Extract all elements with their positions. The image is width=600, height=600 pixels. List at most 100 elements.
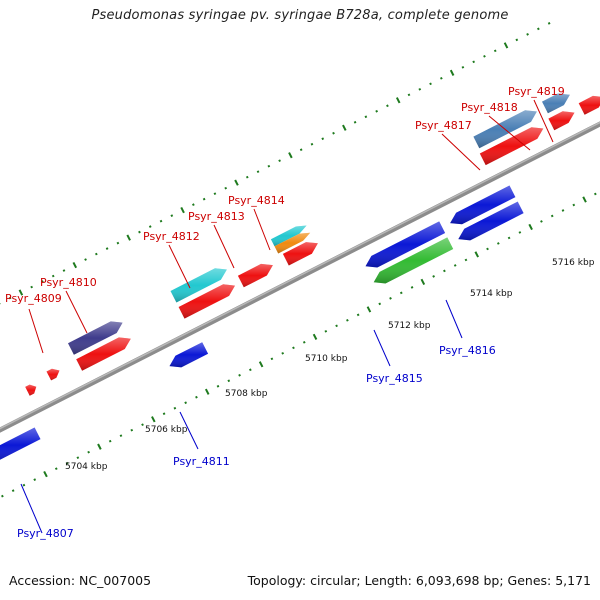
ruler-minor-tick (410, 286, 414, 289)
ruler-minor-tick (302, 340, 306, 344)
callout-line-psyr-4811 (179, 411, 199, 450)
kbp-label: 5710 kbp (305, 354, 348, 364)
gene-label-psyr-4811[interactable]: Psyr_4811 (173, 455, 230, 468)
ruler-minor-tick (202, 197, 206, 201)
gene-arrow-psyr-4816-upper-shading (450, 185, 516, 225)
callout-line-psyr-4810 (65, 290, 88, 334)
ruler-minor-tick (65, 461, 69, 465)
ruler-minor-tick (453, 264, 457, 267)
ruler-major-tick (366, 306, 372, 313)
ruler-minor-tick (105, 247, 109, 250)
topology-summary: Topology: circular; Length: 6,093,698 bp… (247, 573, 591, 588)
ruler-ticks (0, 22, 597, 498)
kbp-label: 5708 kbp (225, 389, 268, 399)
gene-label-psyr-4818[interactable]: Psyr_4818 (461, 101, 518, 114)
ruler-minor-tick (386, 104, 389, 108)
gene-callouts: Psyr_4807 Psyr_4809 Psyr_4810 Psyr_4811 Psyr… (5, 85, 565, 540)
ruler-minor-tick (192, 203, 195, 206)
ruler-minor-tick (162, 412, 166, 416)
cds-arrow-psyr-4819-shading (578, 95, 600, 115)
ruler-minor-tick (216, 384, 220, 388)
gene-label-psyr-4817[interactable]: Psyr_4817 (415, 119, 472, 132)
ruler-minor-tick (399, 291, 403, 295)
gene-label-psyr-4814[interactable]: Psyr_4814 (228, 194, 285, 207)
ruler-minor-tick (321, 137, 325, 141)
ruler-minor-tick (464, 258, 468, 262)
gene-label-psyr-4819[interactable]: Psyr_4819 (508, 85, 565, 98)
ruler-minor-tick (518, 231, 522, 234)
gene-label-psyr-4815[interactable]: Psyr_4815 (366, 372, 423, 385)
gene-arrow-psyr-4815-shading (373, 237, 454, 284)
gene-arrow-psyr-4818-shading (542, 93, 570, 114)
gene-arrow-psyr-4814-shading (274, 232, 311, 254)
callout-line-psyr-4807 (20, 483, 43, 534)
cds-arrow-psyr-4810-shading (76, 337, 131, 371)
backbone-line (0, 121, 600, 433)
ruler-minor-tick (238, 373, 241, 377)
gene-arrow-psyr-4814-top-shading (270, 225, 307, 247)
ruler-minor-tick (249, 368, 252, 372)
ruler-minor-tick (526, 33, 529, 36)
gene-label-psyr-4816[interactable]: Psyr_4816 (439, 344, 496, 357)
ruler-major-tick (97, 443, 102, 450)
ruler-minor-tick (224, 186, 228, 190)
ruler-minor-tick (116, 241, 120, 245)
callout-line-psyr-4812 (168, 244, 191, 289)
kbp-scale-labels: 5704 kbp 5706 kbp 5708 kbp 5710 kbp 5712 kbp… (65, 258, 595, 472)
ruler-minor-tick (389, 297, 392, 300)
cds-arrow-psyr-4812-shading (178, 284, 235, 319)
ruler-minor-tick (278, 159, 281, 163)
ruler-minor-tick (461, 65, 465, 69)
gene-label-psyr-4810[interactable]: Psyr_4810 (40, 276, 97, 289)
ruler-major-tick (180, 207, 185, 214)
ruler-minor-tick (22, 483, 26, 487)
ruler-minor-tick (159, 219, 163, 223)
ruler-minor-tick (245, 175, 249, 179)
gene-arrow-psyr-4811-shading (169, 342, 209, 368)
ruler-major-tick (18, 289, 24, 296)
ruler-minor-tick (76, 456, 80, 460)
ruler-minor-tick (472, 60, 476, 64)
ruler-minor-tick (550, 214, 554, 218)
ruler-minor-tick (507, 236, 511, 240)
gene-features (0, 93, 600, 460)
ruler-minor-tick (418, 87, 422, 91)
ruler-minor-tick (407, 93, 411, 97)
gene-label-psyr-4812[interactable]: Psyr_4812 (143, 230, 200, 243)
ruler-minor-tick (299, 148, 303, 152)
ruler-major-tick (503, 42, 509, 49)
callout-line-psyr-4809 (28, 308, 44, 354)
gene-label-psyr-4807[interactable]: Psyr_4807 (17, 527, 74, 540)
callout-line-psyr-4819 (533, 99, 554, 143)
ruler-major-tick (342, 124, 347, 131)
ruler-minor-tick (310, 142, 314, 146)
ruler-major-tick (288, 152, 293, 159)
accession-text: Accession: NC_007005 (9, 573, 152, 588)
ruler-minor-tick (62, 269, 66, 272)
gene-label-psyr-4813[interactable]: Psyr_4813 (188, 210, 245, 223)
backbone-highlight (0, 121, 600, 430)
ruler-major-tick (126, 234, 131, 241)
ruler-minor-tick (30, 285, 33, 289)
ruler-major-tick (204, 388, 210, 395)
ruler-minor-tick (84, 258, 87, 261)
callout-line-psyr-4817 (441, 133, 481, 171)
ruler-minor-tick (87, 450, 90, 454)
ruler-major-tick (151, 416, 156, 423)
ruler-minor-tick (540, 220, 543, 223)
ruler-minor-tick (493, 49, 497, 53)
cds-arrow-psyr-4809-shading (25, 384, 37, 396)
genome-title: Pseudomonas syringae pv. syringae B728a,… (91, 8, 509, 23)
ruler-minor-tick (108, 439, 112, 443)
ruler-minor-tick (8, 296, 12, 300)
ruler-major-tick (258, 361, 264, 368)
ruler-minor-tick (429, 82, 432, 86)
ruler-minor-tick (51, 274, 55, 278)
ruler-minor-tick (486, 247, 489, 251)
ruler-minor-tick (324, 329, 328, 333)
gene-label-psyr-4809[interactable]: Psyr_4809 (5, 292, 62, 305)
callout-line-psyr-4814 (253, 208, 271, 251)
kbp-label: 5716 kbp (552, 258, 595, 268)
callout-line-psyr-4815 (373, 329, 391, 367)
ruler-minor-tick (130, 428, 134, 432)
